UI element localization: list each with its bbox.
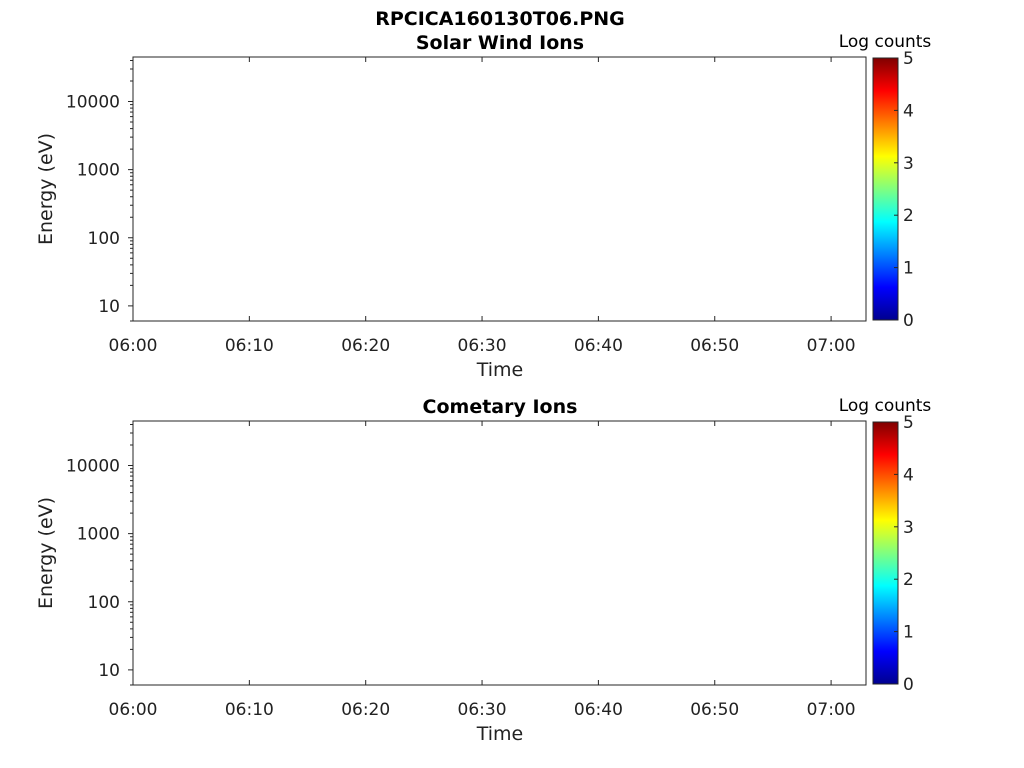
colorbar-tick-label: 1 — [903, 259, 914, 279]
x-tick-label: 06:30 — [458, 336, 507, 356]
solar-wind-y-ticks: 10 100 1000 10000 — [66, 59, 133, 322]
x-tick-label: 07:00 — [807, 336, 856, 356]
colorbar-tick-label: 4 — [903, 101, 914, 121]
solar-wind-title: Solar Wind Ions — [416, 32, 584, 54]
solar-wind-colorbar — [872, 57, 899, 321]
x-tick-label: 06:40 — [574, 336, 623, 356]
x-tick-label: 06:50 — [690, 336, 739, 356]
solar-wind-x-ticks: 06:00 06:10 06:20 06:30 06:40 06:50 07:00 — [109, 57, 856, 356]
x-tick-label: 06:20 — [341, 336, 390, 356]
y-tick-label: 100 — [88, 229, 120, 249]
colorbar-tick-label: 3 — [903, 154, 914, 174]
solar-wind-y-label: Energy (eV) — [35, 133, 57, 245]
colorbar-tick-label: 0 — [903, 311, 914, 331]
colorbar-tick-label: 5 — [903, 49, 914, 69]
solar-wind-x-label: Time — [476, 359, 524, 381]
y-tick-label: 10 — [98, 297, 120, 317]
colorbar-tick-label: 2 — [903, 206, 914, 226]
solar-wind-plot-frame — [132, 56, 867, 322]
figure-filename-title: RPCICA160130T06.PNG — [375, 8, 625, 30]
x-tick-label: 06:00 — [109, 336, 158, 356]
solar-wind-colorbar-title: Log counts — [839, 32, 932, 52]
solar-wind-colorbar-ticks: 0 1 2 3 4 5 — [894, 49, 914, 331]
x-tick-label: 06:10 — [225, 336, 274, 356]
cometary-title: Cometary Ions — [423, 396, 578, 418]
y-tick-label: 10000 — [66, 93, 120, 113]
y-tick-label: 1000 — [77, 161, 120, 181]
